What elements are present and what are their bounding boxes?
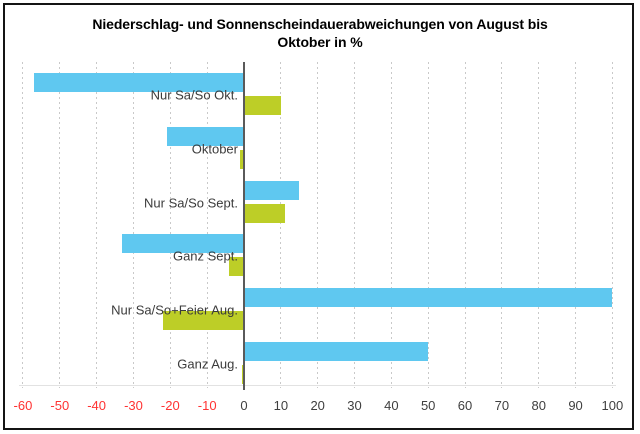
bar-blue-series-5 xyxy=(244,288,613,308)
gridline xyxy=(575,62,577,388)
x-tick-label: -40 xyxy=(87,398,107,413)
gridline xyxy=(611,62,613,388)
x-tick-label: 40 xyxy=(384,398,399,413)
x-tick-label: 70 xyxy=(494,398,510,413)
category-label: Ganz Aug. xyxy=(177,356,238,372)
category-label: Nur Sa/So+Feier Aug. xyxy=(111,302,238,318)
x-tick-label: 90 xyxy=(568,398,583,413)
category-label: Nur Sa/So Okt. xyxy=(150,87,238,103)
gridline xyxy=(427,62,429,388)
x-tick-label: 0 xyxy=(240,398,248,413)
gridline xyxy=(280,62,282,388)
gridline xyxy=(464,62,466,388)
gridline xyxy=(59,62,61,388)
gridline xyxy=(354,62,356,388)
x-tick-label: 20 xyxy=(310,398,325,413)
gridline xyxy=(501,62,503,388)
gridline xyxy=(169,62,171,388)
gridline xyxy=(22,62,24,388)
bar-blue-series-1 xyxy=(34,73,244,92)
gridline xyxy=(206,62,208,388)
zero-axis-line xyxy=(243,62,245,390)
x-tick-label: 10 xyxy=(273,398,289,413)
bar-blue-series-3 xyxy=(244,180,300,200)
gridline xyxy=(132,62,134,388)
category-label: Oktober xyxy=(191,141,238,157)
x-tick-label: 30 xyxy=(347,398,362,413)
gridline xyxy=(390,62,392,388)
gridline xyxy=(96,62,98,388)
bar-green-series-4 xyxy=(229,257,244,277)
x-tick-label: -60 xyxy=(13,398,33,413)
x-tick-label: 80 xyxy=(531,398,546,413)
bar-green-series-1 xyxy=(244,96,281,115)
category-label: Ganz Sept. xyxy=(172,248,238,264)
bar-green-series-5 xyxy=(162,311,244,331)
x-tick-label: -20 xyxy=(160,398,180,413)
bar-green-series-2 xyxy=(240,149,244,169)
plot-baseline xyxy=(18,385,617,386)
gridline xyxy=(538,62,540,388)
bar-blue-series-4 xyxy=(122,234,244,254)
x-tick-label: 50 xyxy=(420,398,436,413)
x-tick-label: 100 xyxy=(601,398,624,413)
x-tick-label: 60 xyxy=(457,398,473,413)
bar-blue-series-6 xyxy=(244,342,429,362)
bar-green-series-3 xyxy=(244,203,285,223)
category-label: Nur Sa/So Sept. xyxy=(144,195,238,211)
chart-title: Niederschlag- und Sonnenscheindauerabwei… xyxy=(92,16,548,51)
gridline xyxy=(317,62,319,388)
x-tick-label: -10 xyxy=(197,398,217,413)
x-tick-label: -30 xyxy=(124,398,143,413)
x-tick-label: -50 xyxy=(50,398,70,413)
bar-blue-series-2 xyxy=(166,126,244,146)
